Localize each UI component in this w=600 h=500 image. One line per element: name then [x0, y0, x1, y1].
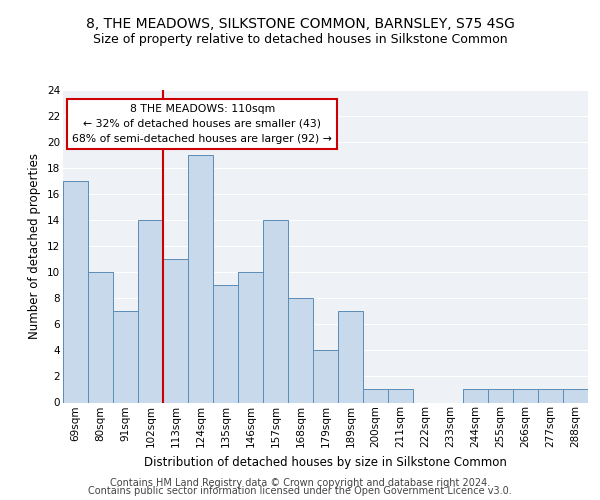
- Text: Size of property relative to detached houses in Silkstone Common: Size of property relative to detached ho…: [92, 32, 508, 46]
- Y-axis label: Number of detached properties: Number of detached properties: [28, 153, 41, 339]
- Bar: [113, 312, 138, 402]
- Bar: [363, 390, 388, 402]
- Bar: [463, 390, 488, 402]
- Bar: [388, 390, 413, 402]
- Bar: [88, 272, 113, 402]
- Bar: [188, 155, 213, 402]
- Bar: [538, 390, 563, 402]
- Bar: [513, 390, 538, 402]
- Bar: [163, 260, 188, 402]
- Bar: [338, 312, 363, 402]
- Bar: [313, 350, 338, 403]
- Text: 8, THE MEADOWS, SILKSTONE COMMON, BARNSLEY, S75 4SG: 8, THE MEADOWS, SILKSTONE COMMON, BARNSL…: [86, 18, 514, 32]
- Bar: [238, 272, 263, 402]
- Bar: [563, 390, 588, 402]
- Bar: [138, 220, 163, 402]
- Bar: [263, 220, 288, 402]
- Text: 8 THE MEADOWS: 110sqm
← 32% of detached houses are smaller (43)
68% of semi-deta: 8 THE MEADOWS: 110sqm ← 32% of detached …: [72, 104, 332, 144]
- Bar: [63, 181, 88, 402]
- Text: Contains HM Land Registry data © Crown copyright and database right 2024.: Contains HM Land Registry data © Crown c…: [110, 478, 490, 488]
- Bar: [488, 390, 513, 402]
- Bar: [288, 298, 313, 403]
- Bar: [213, 286, 238, 403]
- Text: Contains public sector information licensed under the Open Government Licence v3: Contains public sector information licen…: [88, 486, 512, 496]
- X-axis label: Distribution of detached houses by size in Silkstone Common: Distribution of detached houses by size …: [144, 456, 507, 468]
